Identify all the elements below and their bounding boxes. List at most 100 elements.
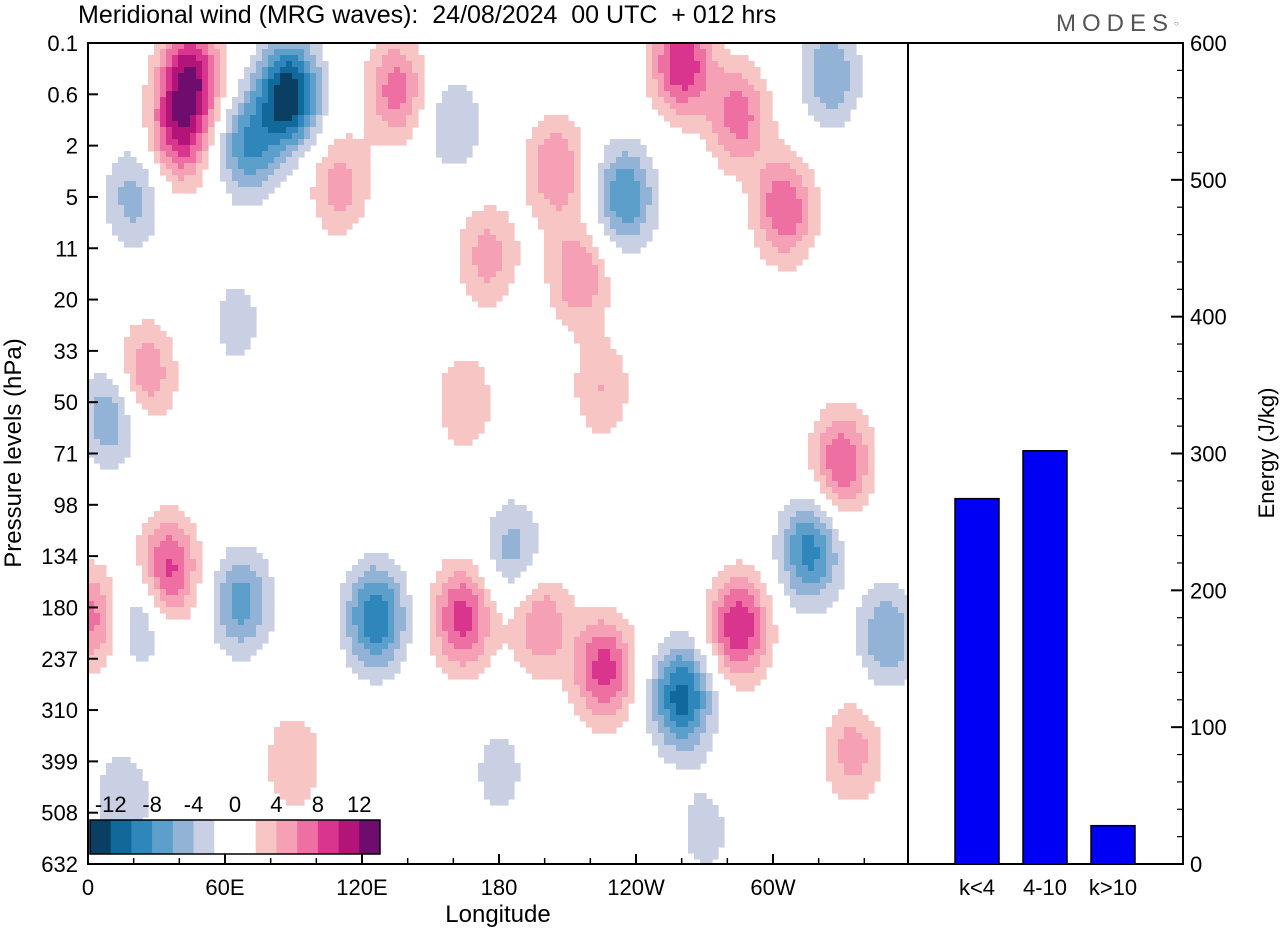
heatmap-cell: [292, 739, 299, 746]
heatmap-cell: [472, 427, 479, 434]
heatmap-cell: [250, 121, 257, 128]
heatmap-cell: [166, 109, 173, 116]
heatmap-cell: [154, 151, 161, 158]
heatmap-cell: [520, 655, 527, 662]
heatmap-cell: [412, 49, 419, 56]
heatmap-cell: [376, 85, 383, 92]
heatmap-cell: [676, 97, 683, 104]
heatmap-cell: [280, 109, 287, 116]
heatmap-cell: [514, 505, 521, 512]
heatmap-cell: [172, 127, 179, 134]
heatmap-cell: [724, 157, 731, 164]
heatmap-cell: [454, 595, 461, 602]
heatmap-cell: [256, 181, 263, 188]
heatmap-cell: [370, 61, 377, 68]
heatmap-cell: [868, 469, 875, 476]
heatmap-cell: [364, 97, 371, 104]
heatmap-cell: [868, 445, 875, 452]
heatmap-cell: [616, 691, 623, 698]
heatmap-cell: [742, 97, 749, 104]
heatmap-cell: [100, 619, 107, 626]
heatmap-cell: [376, 73, 383, 80]
heatmap-cell: [598, 325, 605, 332]
heatmap-cell: [280, 79, 287, 86]
heatmap-cell: [466, 643, 473, 650]
heatmap-cell: [178, 145, 185, 152]
heatmap-cell: [868, 589, 875, 596]
heatmap-cell: [166, 355, 173, 362]
heatmap-cell: [100, 643, 107, 650]
heatmap-cell: [766, 163, 773, 170]
heatmap-cell: [118, 403, 125, 410]
heatmap-cell: [526, 145, 533, 152]
heatmap-cell: [610, 613, 617, 620]
heatmap-cell: [712, 115, 719, 122]
heatmap-cell: [604, 685, 611, 692]
heatmap-cell: [244, 607, 251, 614]
heatmap-cell: [502, 535, 509, 542]
heatmap-cell: [640, 187, 647, 194]
heatmap-cell: [556, 631, 563, 638]
heatmap-cell: [472, 421, 479, 428]
heatmap-cell: [868, 733, 875, 740]
heatmap-cell: [322, 61, 329, 68]
heatmap-cell: [376, 43, 383, 50]
heatmap-cell: [136, 373, 143, 380]
heatmap-cell: [160, 349, 167, 356]
heatmap-cell: [874, 583, 881, 590]
heatmap-cell: [472, 235, 479, 242]
heatmap-cell: [496, 259, 503, 266]
heatmap-cell: [298, 67, 305, 74]
heatmap-cell: [184, 535, 191, 542]
heatmap-cell: [472, 259, 479, 266]
heatmap-cell: [814, 115, 821, 122]
heatmap-cell: [178, 121, 185, 128]
heatmap-cell: [502, 265, 509, 272]
heatmap-cell: [88, 409, 95, 416]
heatmap-cell: [184, 175, 191, 182]
heatmap-cell: [322, 169, 329, 176]
heatmap-cell: [592, 649, 599, 656]
heatmap-cell: [574, 199, 581, 206]
heatmap-cell: [832, 43, 839, 50]
heatmap-cell: [460, 565, 467, 572]
heatmap-cell: [760, 79, 767, 86]
heatmap-cell: [502, 271, 509, 278]
heatmap-cell: [142, 337, 149, 344]
heatmap-cell: [250, 67, 257, 74]
heatmap-cell: [478, 601, 485, 608]
heatmap-cell: [244, 133, 251, 140]
heatmap-cell: [178, 157, 185, 164]
heatmap-cell: [772, 241, 779, 248]
heatmap-cell: [574, 265, 581, 272]
heatmap-cell: [730, 583, 737, 590]
heatmap-cell: [436, 607, 443, 614]
heatmap-cell: [844, 49, 851, 56]
heatmap-cell: [334, 175, 341, 182]
heatmap-cell: [274, 169, 281, 176]
heatmap-cell: [790, 559, 797, 566]
heatmap-cell: [604, 229, 611, 236]
heatmap-cell: [862, 661, 869, 668]
heatmap-cell: [268, 601, 275, 608]
heatmap-cell: [760, 181, 767, 188]
heatmap-cell: [472, 283, 479, 290]
heatmap-cell: [244, 307, 251, 314]
heatmap-cell: [760, 115, 767, 122]
heatmap-cell: [406, 607, 413, 614]
heatmap-cell: [778, 169, 785, 176]
heatmap-cell: [340, 181, 347, 188]
heatmap-cell: [220, 625, 227, 632]
heatmap-cell: [190, 595, 197, 602]
heatmap-cell: [520, 553, 527, 560]
heatmap-cell: [406, 73, 413, 80]
heatmap-cell: [676, 655, 683, 662]
heatmap-cell: [466, 637, 473, 644]
heatmap-cell: [148, 187, 155, 194]
heatmap-cell: [784, 199, 791, 206]
heatmap-cell: [508, 547, 515, 554]
heatmap-cell: [100, 391, 107, 398]
heatmap-cell: [820, 61, 827, 68]
heatmap-cell: [178, 73, 185, 80]
heatmap-cell: [166, 361, 173, 368]
